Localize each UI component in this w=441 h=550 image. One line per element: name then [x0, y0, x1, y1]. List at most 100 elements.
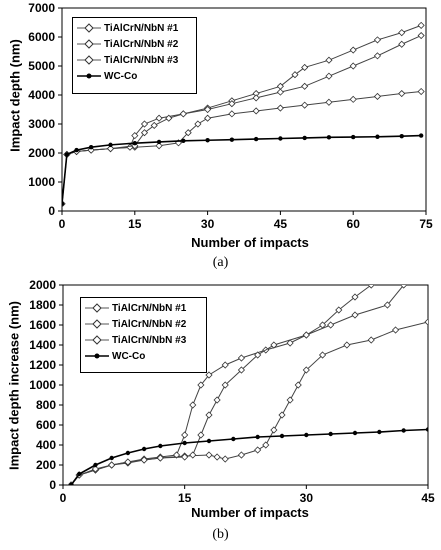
- chart-b-y-tick-label: 1400: [29, 338, 56, 352]
- chart-b-y-tick-label: 600: [36, 418, 56, 432]
- chart-b-series-1-point: [213, 453, 221, 461]
- chart-b-legend-item-4: WC-Co: [81, 348, 206, 364]
- chart-b-series-3-point: [213, 396, 221, 404]
- chart-b-y-tick-label: 0: [49, 478, 56, 492]
- chart-b-series-1-point: [286, 396, 294, 404]
- chart-a-y-tick-label: 5000: [28, 59, 55, 73]
- chart-a-series-3-point: [301, 82, 309, 90]
- chart-b-series-4-point: [279, 433, 285, 439]
- chart-a-y-tick-label: 6000: [28, 30, 55, 44]
- chart-b-series-3-point: [108, 461, 116, 469]
- legend-marker-circle-icon: [77, 73, 101, 79]
- chart-a-series-2-point: [291, 71, 299, 79]
- chart-a-y-tick-label: 1000: [28, 175, 55, 189]
- chart-a-y-axis-label: Impact depth (nm): [7, 39, 23, 152]
- chart-b-series-2-point: [237, 354, 246, 362]
- legend-marker-diamond-icon: [77, 55, 101, 65]
- chart-a-series-4-point: [132, 140, 137, 146]
- chart-b-series-4-point: [182, 440, 187, 446]
- chart-b-series-1-point: [278, 411, 286, 419]
- chart-a-series-group: [62, 21, 425, 208]
- chart-a-svg: 0 1000 2000 3000 4000 5000 6000 7000 0 15 30 45 60 75: [28, 1, 433, 231]
- chart-b-series-3-point: [237, 366, 246, 374]
- chart-b-legend-label: TiAlCrN/NbN #1: [112, 302, 187, 314]
- chart-b-y-tick-label: 1000: [29, 378, 56, 392]
- chart-b-series-2-point: [221, 361, 229, 369]
- chart-b-legend-label: TiAlCrN/NbN #3: [112, 334, 187, 346]
- chart-a-series-3-point: [228, 100, 236, 108]
- chart-b-series-1-point: [221, 455, 229, 463]
- chart-b-series-2-point: [351, 293, 359, 301]
- chart-b-series-4-point: [125, 450, 131, 456]
- chart-a-series-1-point: [204, 114, 212, 122]
- chart-b-legend-item-2: TiAlCrN/NbN #2: [81, 316, 206, 332]
- chart-b-series-3-point: [351, 311, 359, 319]
- chart-panel-a: 0 1000 2000 3000 4000 5000 6000 7000 0 15 30 45 60 75…: [7, 1, 433, 270]
- chart-panel-b: 0 200 400 600 800 1000 1200 1400 1600 1800 2000 0 15…: [0, 275, 441, 550]
- chart-a-series-2-point: [417, 21, 425, 29]
- chart-b-series-3-point: [197, 431, 205, 439]
- chart-a-series-4-point: [88, 145, 94, 150]
- chart-a-legend-label: TiAlCrN/NbN #1: [104, 22, 179, 34]
- chart-b-series-4-point: [68, 482, 74, 485]
- chart-b-caption: (b): [212, 527, 229, 542]
- chart-a-series-1-point: [398, 89, 406, 98]
- legend-marker-diamond-icon: [77, 23, 101, 33]
- chart-a-y-tick-label: 4000: [28, 88, 55, 102]
- chart-a-legend-label: WC-Co: [104, 70, 138, 82]
- chart-b-y-tick-label: 1800: [29, 298, 56, 312]
- chart-b-y-tick-label: 800: [36, 398, 56, 412]
- chart-a-series-2-point: [398, 29, 406, 37]
- chart-b-series-3-point: [221, 381, 229, 389]
- chart-a-y-tick-label: 0: [48, 204, 55, 218]
- chart-a-legend-label: TiAlCrN/NbN #3: [104, 54, 179, 66]
- chart-a-legend: TiAlCrN/NbN #1 TiAlCrN/NbN #2 TiAlCrN/Nb…: [72, 17, 197, 94]
- chart-a-legend-label: TiAlCrN/NbN #2: [104, 38, 179, 50]
- chart-a-series-1-point: [194, 120, 202, 128]
- chart-a-y-tick-label: 3000: [28, 117, 55, 131]
- chart-a-series-4-point: [181, 138, 186, 144]
- legend-marker-diamond-icon: [77, 39, 101, 49]
- chart-b-series-4-point: [377, 429, 382, 435]
- chart-b-series-4-line: [70, 428, 428, 485]
- chart-a-series-1-point: [228, 110, 236, 118]
- chart-a-caption: (a): [212, 255, 229, 270]
- chart-a-series-4-point: [302, 135, 307, 141]
- chart-b-series-3-point: [327, 321, 335, 329]
- chart-b-series-4-point: [304, 432, 309, 438]
- chart-a-series-4-point: [156, 139, 162, 145]
- chart-b-series-3-point: [91, 465, 100, 473]
- chart-b-legend-label: TiAlCrN/NbN #2: [112, 318, 187, 330]
- chart-a-y-tick-label: 7000: [28, 1, 55, 15]
- chart-b-series-4-point: [328, 431, 333, 437]
- chart-b-series-2-point: [189, 401, 197, 409]
- chart-a-plot-frame: [61, 7, 427, 212]
- chart-b-series-1-point: [424, 318, 428, 326]
- chart-a-series-4-point: [375, 134, 380, 139]
- chart-b-series-1-point: [343, 341, 351, 349]
- chart-a-series-4-point: [205, 138, 210, 143]
- chart-b-series-3-point: [400, 285, 408, 289]
- chart-b-series-1-point: [262, 441, 270, 449]
- chart-b-x-tick-label: 0: [60, 491, 67, 505]
- chart-b-series-3-point: [270, 341, 278, 349]
- legend-marker-diamond-icon: [85, 319, 109, 329]
- chart-a-series-4-point: [351, 134, 356, 140]
- chart-a-series-4-line: [62, 134, 422, 204]
- chart-b-series-3-point: [124, 458, 132, 466]
- chart-b-series-1-point: [391, 326, 400, 334]
- legend-marker-diamond-icon: [85, 335, 109, 345]
- chart-b-series-1-point: [318, 351, 327, 359]
- chart-b-series-2-point: [205, 371, 213, 379]
- chart-a-y-tick-label: 2000: [28, 146, 55, 160]
- chart-a-series-1-point: [252, 107, 260, 115]
- chart-b-series-group: [67, 285, 428, 485]
- chart-b-series-4-point: [425, 427, 428, 432]
- chart-a-series-3-point: [204, 105, 212, 114]
- chart-a-x-tick-label: 60: [347, 217, 361, 231]
- chart-b-x-tick-label: 30: [300, 491, 314, 505]
- chart-b-series-1-point: [205, 451, 213, 459]
- chart-b-series-1-point: [254, 446, 262, 454]
- chart-a-series-2-point: [155, 114, 163, 122]
- chart-a-legend-item-3: TiAlCrN/NbN #3: [73, 52, 196, 68]
